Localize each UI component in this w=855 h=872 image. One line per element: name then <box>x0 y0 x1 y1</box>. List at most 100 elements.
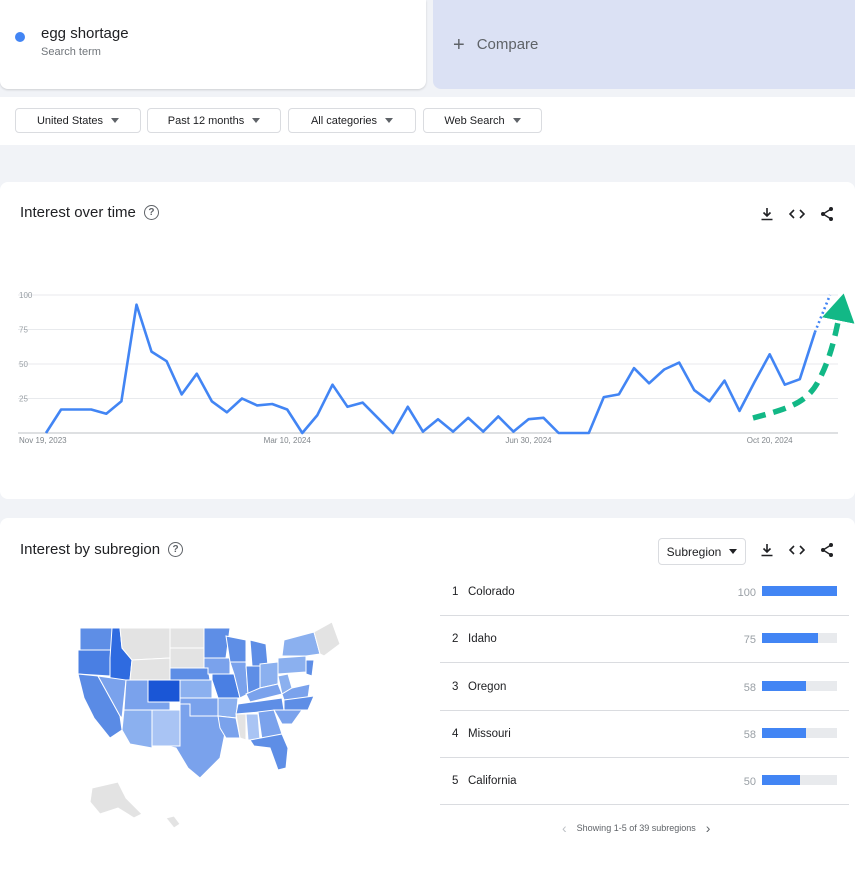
data-point[interactable] <box>254 402 260 408</box>
data-point[interactable] <box>721 378 727 384</box>
map-state-wisconsin[interactable] <box>225 635 247 663</box>
data-point[interactable] <box>691 387 697 393</box>
subregion-select[interactable]: Subregion <box>658 538 746 565</box>
map-state-arkansas[interactable] <box>217 697 239 719</box>
map-state-illinois[interactable] <box>229 661 249 699</box>
us-subregion-map[interactable] <box>70 618 430 872</box>
filter-search-type[interactable]: Web Search <box>423 108 542 133</box>
map-state-montana[interactable] <box>119 627 171 661</box>
map-state-texas[interactable] <box>165 703 227 779</box>
help-icon[interactable]: ? <box>168 542 184 557</box>
share-icon[interactable] <box>817 540 837 560</box>
data-point[interactable] <box>164 358 170 364</box>
data-point[interactable] <box>103 411 109 417</box>
data-point[interactable] <box>329 382 335 388</box>
map-state-new-jersey[interactable] <box>305 659 315 677</box>
map-state-nebraska[interactable] <box>169 667 211 681</box>
map-state-washington[interactable] <box>79 627 113 651</box>
data-point[interactable] <box>706 398 712 404</box>
subregion-name[interactable]: California <box>468 775 517 787</box>
subregion-name[interactable]: Idaho <box>468 633 497 645</box>
data-point[interactable] <box>314 412 320 418</box>
data-point[interactable] <box>133 302 139 308</box>
map-state-nevada[interactable] <box>97 675 127 720</box>
subregion-row[interactable]: 2 Idaho 75 <box>440 616 849 663</box>
map-state-new-england[interactable] <box>313 621 341 657</box>
data-point[interactable] <box>375 415 381 421</box>
map-state-pennsylvania[interactable] <box>277 655 307 675</box>
filter-time-range[interactable]: Past 12 months <box>147 108 281 133</box>
data-point[interactable] <box>571 430 577 436</box>
map-state-kansas[interactable] <box>179 679 213 699</box>
map-state-north-carolina[interactable] <box>283 695 315 711</box>
subregion-row[interactable]: 3 Oregon 58 <box>440 664 849 711</box>
data-point[interactable] <box>495 413 501 419</box>
data-point[interactable] <box>345 404 351 410</box>
data-point[interactable] <box>525 416 531 422</box>
filter-region[interactable]: United States <box>15 108 141 133</box>
data-point[interactable] <box>73 407 79 413</box>
data-point[interactable] <box>58 407 64 413</box>
help-icon[interactable]: ? <box>143 205 159 220</box>
data-point[interactable] <box>661 367 667 373</box>
data-point[interactable] <box>480 429 486 435</box>
map-state-virginia[interactable] <box>281 683 311 701</box>
data-point[interactable] <box>43 430 49 436</box>
data-point[interactable] <box>450 429 456 435</box>
data-point[interactable] <box>782 382 788 388</box>
data-point[interactable] <box>767 351 773 357</box>
map-state-south-carolina[interactable] <box>273 709 303 725</box>
share-icon[interactable] <box>817 204 837 224</box>
data-point[interactable] <box>88 407 94 413</box>
map-state-mississippi[interactable] <box>235 713 247 741</box>
data-point[interactable] <box>601 394 607 400</box>
map-state-alabama[interactable] <box>245 713 261 741</box>
embed-icon[interactable] <box>787 204 807 224</box>
data-point[interactable] <box>390 430 396 436</box>
data-point[interactable] <box>812 329 818 335</box>
map-state-kentucky[interactable] <box>245 683 283 703</box>
download-icon[interactable] <box>757 540 777 560</box>
data-point[interactable] <box>118 398 124 404</box>
subregion-name[interactable]: Oregon <box>468 681 507 693</box>
download-icon[interactable] <box>757 204 777 224</box>
subregion-name[interactable]: Missouri <box>468 728 511 740</box>
map-state-north-dakota[interactable] <box>169 627 205 649</box>
data-point[interactable] <box>239 396 245 402</box>
map-state-south-dakota[interactable] <box>169 647 205 669</box>
map-state-florida[interactable] <box>249 733 289 771</box>
map-state-arizona[interactable] <box>121 709 153 749</box>
data-point[interactable] <box>752 379 758 385</box>
map-state-michigan[interactable] <box>249 639 269 667</box>
data-point[interactable] <box>737 408 743 414</box>
data-point[interactable] <box>194 371 200 377</box>
data-point[interactable] <box>646 380 652 386</box>
map-state-alaska[interactable] <box>89 781 143 819</box>
map-state-new-york[interactable] <box>281 631 321 657</box>
data-point[interactable] <box>269 401 275 407</box>
data-point[interactable] <box>556 430 562 436</box>
map-state-oregon[interactable] <box>77 649 113 677</box>
embed-icon[interactable] <box>787 540 807 560</box>
data-point[interactable] <box>510 429 516 435</box>
subregion-row[interactable]: 5 California 50 <box>440 758 849 805</box>
data-point[interactable] <box>299 430 305 436</box>
search-term-name[interactable]: egg shortage <box>41 25 129 42</box>
data-point[interactable] <box>827 292 833 298</box>
map-state-hawaii[interactable] <box>165 815 181 829</box>
data-point[interactable] <box>224 409 230 415</box>
data-point[interactable] <box>676 360 682 366</box>
subregion-row[interactable]: 4 Missouri 58 <box>440 711 849 758</box>
data-point[interactable] <box>284 407 290 413</box>
map-state-wyoming[interactable] <box>129 657 171 681</box>
chevron-right-icon[interactable]: › <box>705 820 711 836</box>
data-point[interactable] <box>435 416 441 422</box>
data-point[interactable] <box>616 391 622 397</box>
data-point[interactable] <box>797 376 803 382</box>
data-point[interactable] <box>586 430 592 436</box>
data-point[interactable] <box>179 391 185 397</box>
data-point[interactable] <box>631 365 637 371</box>
data-point[interactable] <box>149 349 155 355</box>
map-state-new-mexico[interactable] <box>151 709 181 747</box>
compare-button[interactable]: + Compare <box>433 0 855 89</box>
